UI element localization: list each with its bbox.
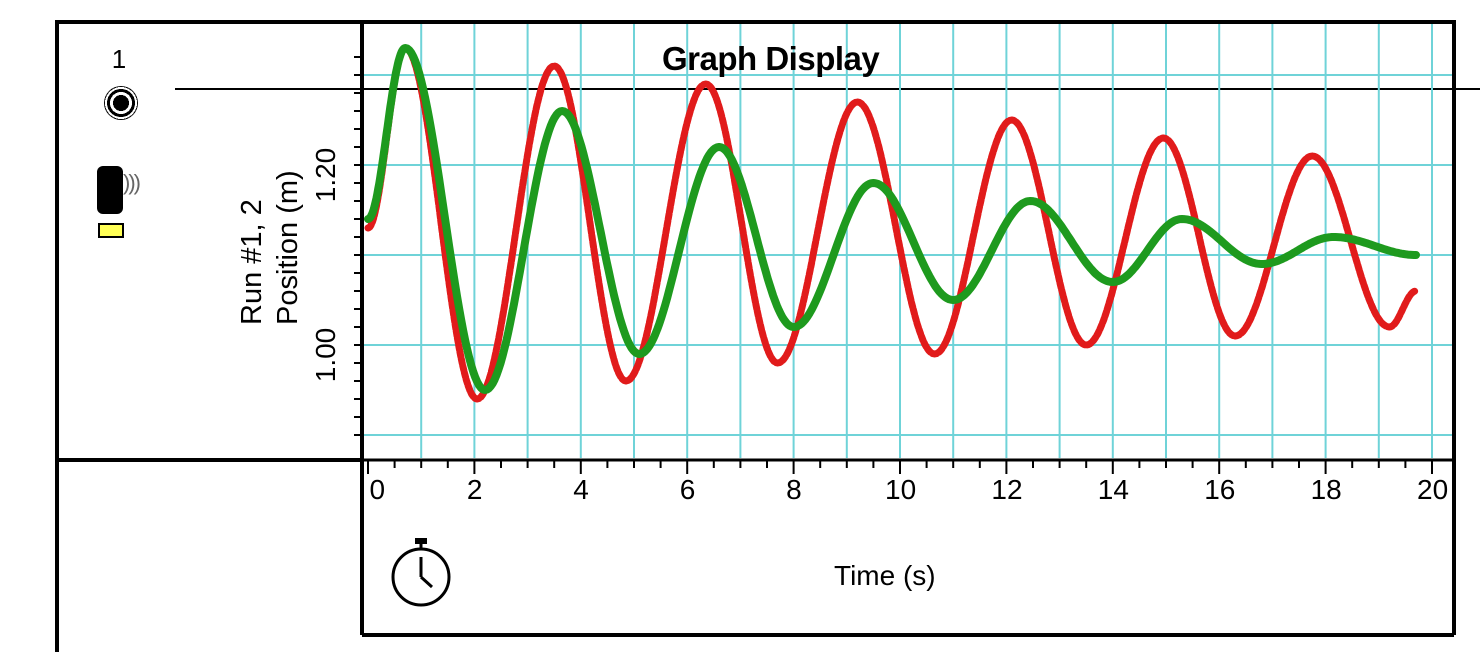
- x-tick-label: 16: [1204, 474, 1236, 505]
- x-tick-label: 2: [466, 474, 483, 505]
- motion-sensor-icon[interactable]: [97, 166, 123, 214]
- y-tick-label: 1.20: [310, 147, 341, 203]
- x-tick-label: 8: [786, 474, 802, 505]
- sensor-led-icon: [98, 223, 124, 238]
- y-tick-label: 1.00: [310, 327, 341, 383]
- x-tick-label: 0: [369, 474, 386, 505]
- tick-layer: [354, 56, 1433, 474]
- x-tick-label: 18: [1310, 474, 1342, 505]
- series-layer: [364, 44, 1420, 403]
- x-tick-label: 12: [991, 474, 1023, 505]
- y-axis-label-run: Run #1, 2: [236, 199, 268, 325]
- graph-title: Graph Display: [662, 40, 880, 77]
- x-axis-label: Time (s): [834, 560, 936, 591]
- x-tick-label: 10: [885, 474, 917, 505]
- stopwatch-icon[interactable]: [388, 537, 454, 609]
- sensor-wave-icon: ))): [123, 170, 141, 195]
- run-marker-icon[interactable]: [104, 86, 138, 120]
- series-run-1-line: [364, 44, 1420, 403]
- x-tick-label: 14: [1097, 474, 1129, 505]
- run-number-label: 1: [111, 44, 127, 74]
- x-tick-label: 6: [679, 474, 696, 505]
- series-run-2-line: [364, 44, 1420, 394]
- x-tick-label: 4: [573, 474, 589, 505]
- x-tick-label: 20: [1417, 474, 1449, 505]
- y-axis-label-position: Position (m): [272, 170, 304, 325]
